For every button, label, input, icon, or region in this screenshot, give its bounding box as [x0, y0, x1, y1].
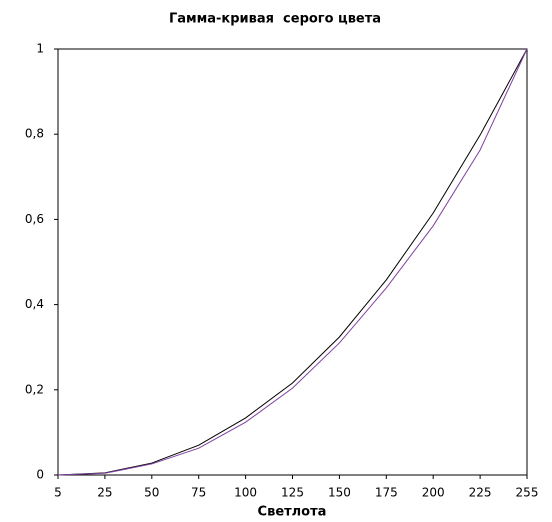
series-line	[57, 48, 528, 476]
y-tick-label: 0,6	[25, 212, 44, 226]
y-tick-label: 1	[36, 42, 44, 56]
y-tick-label: 0,4	[25, 297, 44, 311]
y-tick-label: 0,8	[25, 127, 44, 141]
x-tick-label: 255	[516, 486, 539, 500]
chart-title: Гамма-кривая серого цвета	[169, 12, 381, 27]
x-tick-label: 25	[97, 486, 112, 500]
plot-frame	[57, 48, 528, 476]
x-tick-label: 175	[375, 486, 398, 500]
x-axis-label: Светлота	[258, 505, 327, 520]
x-tick-label: 5	[54, 486, 62, 500]
x-tick-label: 225	[469, 486, 492, 500]
x-tick-label: 125	[281, 486, 304, 500]
x-tick-label: 100	[234, 486, 257, 500]
y-tick-label: 0	[36, 468, 44, 482]
x-tick-label: 75	[191, 486, 206, 500]
x-tick-label: 150	[328, 486, 351, 500]
y-tick-label: 0,2	[25, 382, 44, 396]
x-tick-label: 50	[144, 486, 159, 500]
x-tick-label: 200	[422, 486, 445, 500]
series-line	[57, 48, 528, 476]
